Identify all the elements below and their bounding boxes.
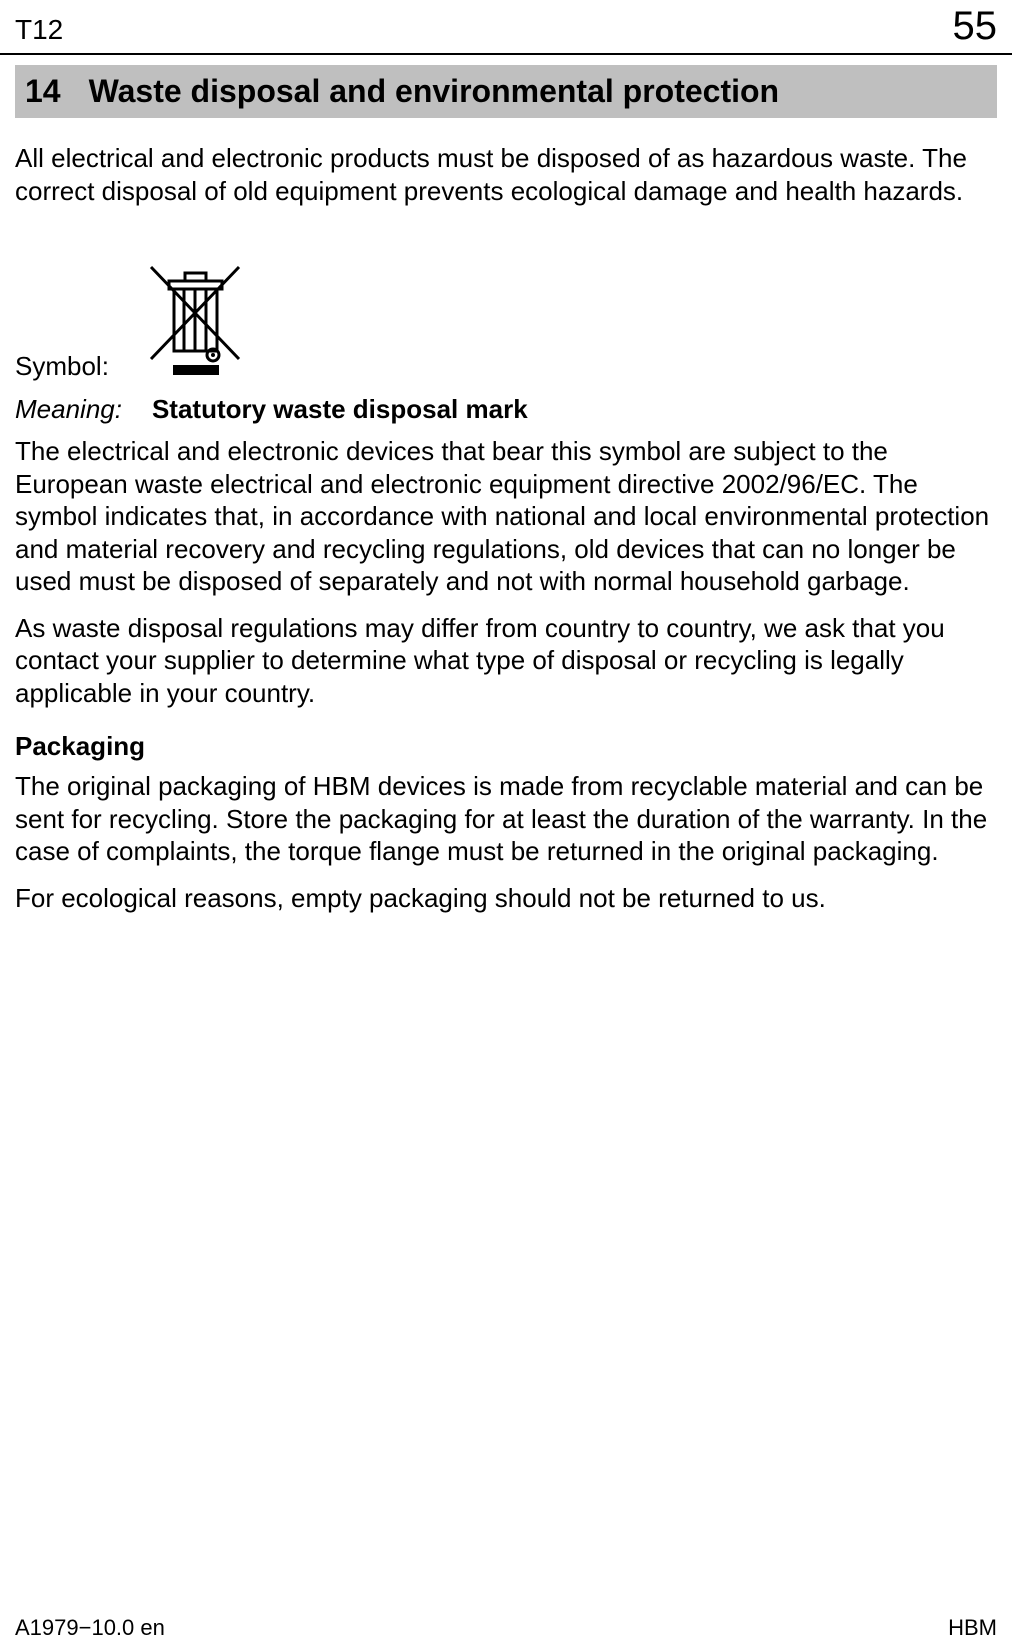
meaning-text: Statutory waste disposal mark xyxy=(152,394,528,425)
page-number: 55 xyxy=(953,4,998,49)
meaning-row: Meaning: Statutory waste disposal mark xyxy=(15,394,997,425)
doc-code: T12 xyxy=(15,14,63,46)
packaging-paragraph-2: For ecological reasons, empty packaging … xyxy=(15,882,997,915)
symbol-row: Symbol: xyxy=(15,259,997,384)
footer-brand: HBM xyxy=(948,1615,997,1641)
weee-icon xyxy=(139,259,249,384)
footer-doc-id: A1979−10.0 en xyxy=(15,1615,165,1641)
packaging-subheading: Packaging xyxy=(15,731,997,762)
content-area: All electrical and electronic products m… xyxy=(0,142,1012,914)
section-number: 14 xyxy=(25,73,61,109)
page: T12 55 14 Waste disposal and environmenta… xyxy=(0,0,1012,1651)
meaning-label: Meaning: xyxy=(15,394,122,425)
page-header: T12 55 xyxy=(0,0,1012,55)
meaning-paragraph-2: As waste disposal regulations may differ… xyxy=(15,612,997,710)
section-title: Waste disposal and environmental protect… xyxy=(89,73,779,109)
symbol-label: Symbol: xyxy=(15,351,109,384)
section-heading: 14 Waste disposal and environmental prote… xyxy=(15,65,997,118)
page-footer: A1979−10.0 en HBM xyxy=(0,1615,1012,1641)
intro-paragraph: All electrical and electronic products m… xyxy=(15,142,997,207)
packaging-paragraph-1: The original packaging of HBM devices is… xyxy=(15,770,997,868)
meaning-paragraph-1: The electrical and electronic devices th… xyxy=(15,435,997,598)
